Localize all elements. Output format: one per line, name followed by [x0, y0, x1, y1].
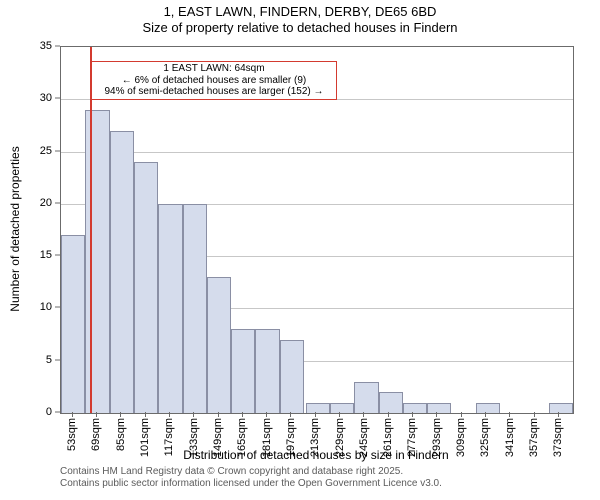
title-line-2: Size of property relative to detached ho…	[0, 20, 600, 36]
x-tick-mark	[388, 412, 389, 417]
y-tick-label: 20	[40, 197, 52, 209]
attribution-line-2: Contains public sector information licen…	[60, 478, 442, 490]
annotation-line-1: 1 EAST LAWN: 64sqm	[98, 63, 330, 75]
x-tick-label: 85sqm	[115, 418, 127, 451]
y-tick-label: 25	[40, 145, 52, 157]
x-tick-mark	[145, 412, 146, 417]
attribution: Contains HM Land Registry data © Crown c…	[60, 466, 442, 490]
y-tick-label: 15	[40, 249, 52, 261]
x-tick-mark	[534, 412, 535, 417]
plot-area: 1 EAST LAWN: 64sqm← 6% of detached house…	[60, 46, 574, 414]
x-tick-mark	[436, 412, 437, 417]
reference-line	[90, 47, 92, 413]
histogram-bar	[207, 277, 231, 413]
histogram-bar	[354, 382, 378, 413]
x-tick-label: 53sqm	[66, 418, 78, 451]
y-tick-label: 35	[40, 40, 52, 52]
histogram-bar	[61, 235, 85, 413]
histogram-bar	[549, 403, 573, 413]
histogram-bar	[183, 204, 207, 413]
x-tick-mark	[266, 412, 267, 417]
x-tick-mark	[558, 412, 559, 417]
x-tick-mark	[218, 412, 219, 417]
y-tick-label: 0	[46, 406, 52, 418]
x-tick-mark	[242, 412, 243, 417]
histogram-bar	[379, 392, 403, 413]
histogram-bar	[476, 403, 500, 413]
histogram-bar	[427, 403, 451, 413]
x-tick-mark	[412, 412, 413, 417]
x-tick-mark	[485, 412, 486, 417]
x-axis-label: Distribution of detached houses by size …	[60, 448, 572, 462]
histogram-bar	[280, 340, 304, 413]
histogram-bar	[330, 403, 354, 413]
gridline	[61, 152, 573, 153]
title-line-1: 1, EAST LAWN, FINDERN, DERBY, DE65 6BD	[0, 4, 600, 20]
histogram-bar	[158, 204, 182, 413]
histogram-bar	[231, 329, 255, 413]
histogram-bar	[255, 329, 279, 413]
title-block: 1, EAST LAWN, FINDERN, DERBY, DE65 6BD S…	[0, 0, 600, 35]
attribution-line-1: Contains HM Land Registry data © Crown c…	[60, 466, 442, 478]
x-tick-label: 69sqm	[90, 418, 102, 451]
x-tick-mark	[169, 412, 170, 417]
annotation-line-3: 94% of semi-detached houses are larger (…	[98, 86, 330, 98]
histogram-bar	[134, 162, 158, 413]
annotation-line-2: ← 6% of detached houses are smaller (9)	[98, 75, 330, 87]
y-axis-label: Number of detached properties	[8, 46, 26, 412]
x-tick-mark	[461, 412, 462, 417]
y-tick-label: 10	[40, 301, 52, 313]
histogram-bar	[403, 403, 427, 413]
y-tick-label: 30	[40, 92, 52, 104]
x-tick-mark	[363, 412, 364, 417]
x-tick-mark	[72, 412, 73, 417]
x-tick-mark	[509, 412, 510, 417]
x-tick-mark	[290, 412, 291, 417]
x-tick-mark	[193, 412, 194, 417]
x-tick-mark	[96, 412, 97, 417]
histogram-bar	[306, 403, 330, 413]
x-tick-mark	[339, 412, 340, 417]
y-tick-label: 5	[46, 354, 52, 366]
page: 1, EAST LAWN, FINDERN, DERBY, DE65 6BD S…	[0, 0, 600, 500]
annotation-box: 1 EAST LAWN: 64sqm← 6% of detached house…	[91, 61, 337, 100]
x-tick-mark	[315, 412, 316, 417]
histogram-bar	[110, 131, 134, 413]
x-tick-mark	[120, 412, 121, 417]
